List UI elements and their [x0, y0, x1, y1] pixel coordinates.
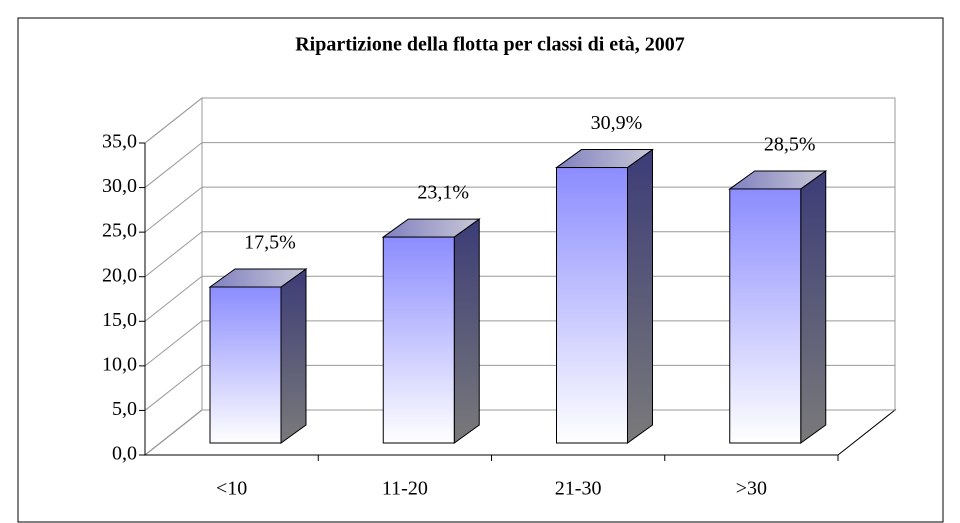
y-tick-label: 20,0 [102, 264, 137, 286]
data-label: 28,5% [764, 134, 816, 156]
bar-side [280, 268, 307, 444]
bar [209, 286, 282, 444]
y-tick-label: 30,0 [102, 175, 137, 197]
bar-side [800, 169, 827, 444]
x-tick-label: 21-30 [555, 478, 602, 500]
bar-side [453, 218, 480, 444]
bar [729, 188, 802, 444]
bar [556, 167, 628, 444]
grid-line [144, 97, 895, 144]
x-tick-label: 11-20 [382, 478, 428, 500]
bar [382, 236, 455, 444]
grid-line [144, 186, 895, 233]
grid-line [144, 320, 895, 367]
y-tick-label: 15,0 [102, 309, 137, 331]
chart-title: Ripartizione della flotta per classi di … [295, 34, 685, 56]
data-label: 17,5% [244, 232, 296, 254]
grid-line [144, 364, 895, 411]
y-tick-label: 35,0 [102, 131, 137, 153]
y-tick-label: 25,0 [102, 220, 137, 242]
plot-area: 0,0 5,0 10,0 15,0 20,0 25,0 30,0 35,0 <10 17,5% 11… [102, 96, 897, 500]
y-tick-label: 10,0 [102, 353, 137, 375]
grid-line [144, 275, 895, 322]
x-tick-label: <10 [216, 478, 247, 500]
data-label: 23,1% [417, 182, 469, 204]
grid-line [144, 231, 895, 278]
y-tick-label: 5,0 [112, 398, 137, 420]
grid-line [144, 409, 895, 456]
bar-side [627, 148, 653, 444]
data-label: 30,9% [591, 112, 643, 134]
grid-line [144, 142, 895, 188]
y-tick-label: 0,0 [112, 443, 137, 465]
x-tick-label: >30 [736, 478, 767, 500]
